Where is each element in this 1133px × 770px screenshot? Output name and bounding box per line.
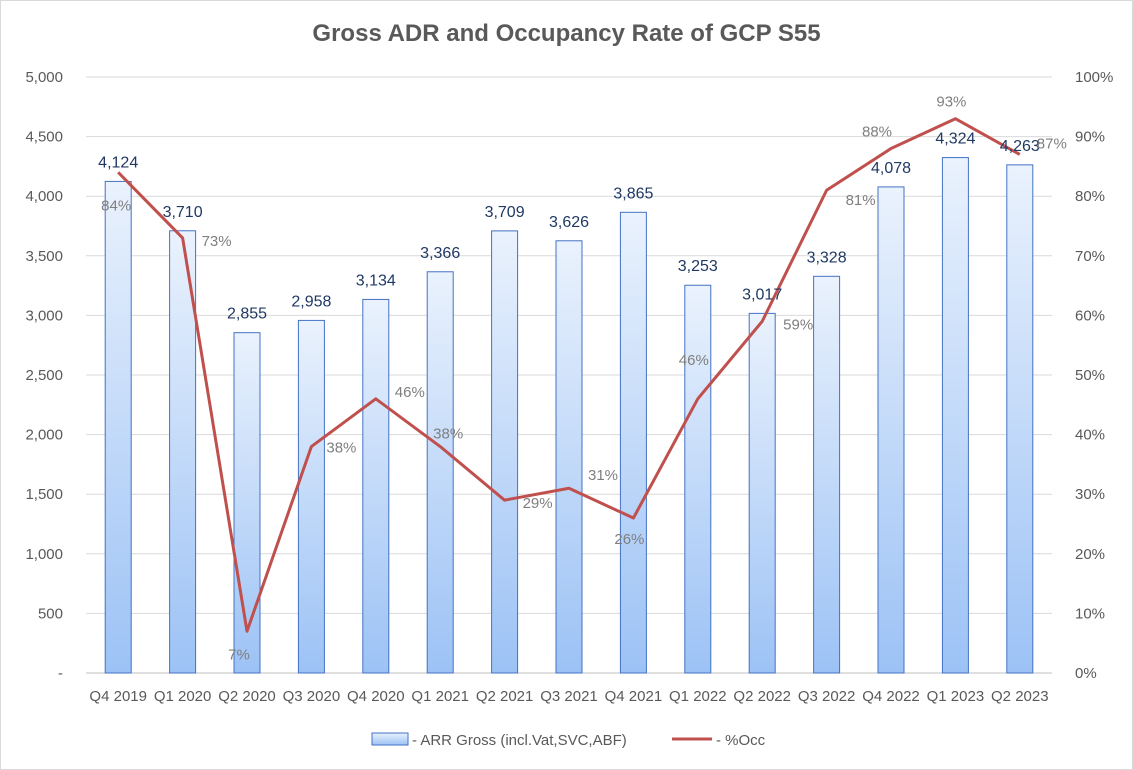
bar-value-label: 3,253: [678, 258, 718, 275]
left-axis-tick-label: 4,500: [25, 129, 63, 146]
bar-value-label: 3,709: [485, 204, 525, 221]
bar: [684, 284, 712, 674]
x-axis-category-label: Q2 2021: [476, 688, 534, 705]
right-axis-tick-label: 100%: [1075, 69, 1113, 86]
occupancy-value-label: 7%: [228, 646, 250, 663]
bar-value-label: 3,328: [807, 249, 847, 266]
left-axis-tick-label: 3,000: [25, 307, 63, 324]
right-axis-tick-label: 10%: [1075, 605, 1105, 622]
occupancy-value-label: 93%: [936, 94, 966, 111]
right-axis-tick-label: 50%: [1075, 367, 1105, 384]
right-axis-tick-label: 60%: [1075, 307, 1105, 324]
bar-value-label: 3,710: [163, 204, 203, 221]
bar: [297, 319, 325, 674]
bar-value-label: 4,124: [98, 154, 138, 171]
right-axis-tick-label: 90%: [1075, 129, 1105, 146]
bar-value-label: 4,263: [1000, 138, 1040, 155]
legend: - ARR Gross (incl.Vat,SVC,ABF) - %Occ: [371, 732, 766, 749]
x-axis-category-label: Q4 2019: [89, 688, 147, 705]
occupancy-value-label: 26%: [614, 531, 644, 548]
x-axis-category-label: Q4 2022: [862, 688, 920, 705]
bar-value-label: 4,078: [871, 160, 911, 177]
right-axis-tick-label: 0%: [1075, 665, 1097, 682]
occupancy-value-label: 73%: [202, 233, 232, 250]
bar-value-label: 3,366: [420, 245, 460, 262]
bar: [169, 230, 197, 674]
occupancy-value-label: 46%: [395, 384, 425, 401]
x-axis-category-label: Q2 2020: [218, 688, 276, 705]
x-axis-category-label: Q1 2022: [669, 688, 727, 705]
bar-value-label: 4,324: [935, 131, 975, 148]
legend-bar-label: - ARR Gross (incl.Vat,SVC,ABF): [412, 732, 627, 749]
x-axis-category-label: Q4 2021: [605, 688, 663, 705]
occupancy-value-label: 84%: [101, 197, 131, 214]
x-axis-category-label: Q3 2020: [283, 688, 341, 705]
bar: [877, 186, 905, 674]
x-axis-category-label: Q3 2022: [798, 688, 856, 705]
legend-line-label: - %Occ: [716, 732, 766, 749]
x-axis: Q4 2019 Q1 2020 Q2 2020 Q3 2020 Q4 2020 Q1 20…: [89, 688, 1048, 705]
right-axis-tick-label: 20%: [1075, 546, 1105, 563]
right-axis-tick-label: 70%: [1075, 248, 1105, 265]
x-axis-category-label: Q1 2023: [927, 688, 985, 705]
bar-value-label: 3,626: [549, 214, 589, 231]
bar-value-label: 3,865: [613, 185, 653, 202]
right-axis-tick-label: 30%: [1075, 486, 1105, 503]
x-axis-category-label: Q2 2023: [991, 688, 1049, 705]
right-axis: 0% 10% 20% 30% 40% 50% 60% 70% 80% 90% 100%: [1075, 69, 1113, 682]
bar-value-label: 2,958: [291, 293, 331, 310]
occupancy-value-label: 38%: [326, 440, 356, 457]
left-axis-tick-label: 1,500: [25, 486, 63, 503]
chart-title: Gross ADR and Occupancy Rate of GCP S55: [312, 20, 821, 47]
bar-value-label: 2,855: [227, 306, 267, 323]
bar: [104, 180, 132, 674]
occupancy-value-label: 46%: [679, 352, 709, 369]
occupancy-data-labels: 84% 73% 7% 38% 46% 38% 29% 31% 26% 46% 59% 81% 88% 93…: [101, 94, 1067, 664]
occupancy-value-label: 59%: [783, 316, 813, 333]
left-axis: - 500 1,000 1,500 2,000 2,500 3,000 3,500 4,000 4…: [25, 69, 63, 682]
left-axis-tick-label: 2,500: [25, 367, 63, 384]
left-axis-tick-label: 3,500: [25, 248, 63, 265]
bar-data-labels: 4,124 3,710 2,855 2,958 3,134 3,366 3,709 3,626…: [98, 131, 1040, 323]
bar: [748, 312, 776, 674]
bar: [426, 271, 454, 674]
left-axis-tick-label: -: [58, 665, 63, 682]
legend-bar-swatch: [371, 732, 409, 746]
bar-value-label: 3,134: [356, 272, 396, 289]
bar: [941, 157, 969, 674]
bar: [233, 332, 261, 674]
x-axis-category-label: Q1 2021: [411, 688, 469, 705]
occupancy-value-label: 87%: [1037, 135, 1067, 152]
bar: [491, 230, 519, 674]
right-axis-tick-label: 40%: [1075, 427, 1105, 444]
bar: [813, 275, 841, 674]
right-axis-tick-label: 80%: [1075, 188, 1105, 205]
occupancy-value-label: 81%: [846, 192, 876, 209]
bar: [362, 298, 390, 674]
occupancy-value-label: 31%: [588, 467, 618, 484]
left-axis-tick-label: 4,000: [25, 188, 63, 205]
occupancy-value-label: 29%: [523, 495, 553, 512]
bar: [619, 211, 647, 674]
x-axis-category-label: Q3 2021: [540, 688, 598, 705]
left-axis-tick-label: 500: [38, 605, 63, 622]
x-axis-category-label: Q2 2022: [733, 688, 791, 705]
left-axis-tick-label: 5,000: [25, 69, 63, 86]
bar: [555, 240, 583, 674]
bar-value-label: 3,017: [742, 286, 782, 303]
left-axis-tick-label: 1,000: [25, 546, 63, 563]
occupancy-value-label: 38%: [433, 426, 463, 443]
occupancy-line: [117, 117, 1021, 633]
left-axis-tick-label: 2,000: [25, 427, 63, 444]
bar-series: [104, 157, 1034, 674]
x-axis-category-label: Q4 2020: [347, 688, 405, 705]
x-axis-category-label: Q1 2020: [154, 688, 212, 705]
occupancy-line-series: [117, 117, 1021, 633]
bar: [1006, 164, 1034, 674]
occupancy-value-label: 88%: [862, 124, 892, 141]
